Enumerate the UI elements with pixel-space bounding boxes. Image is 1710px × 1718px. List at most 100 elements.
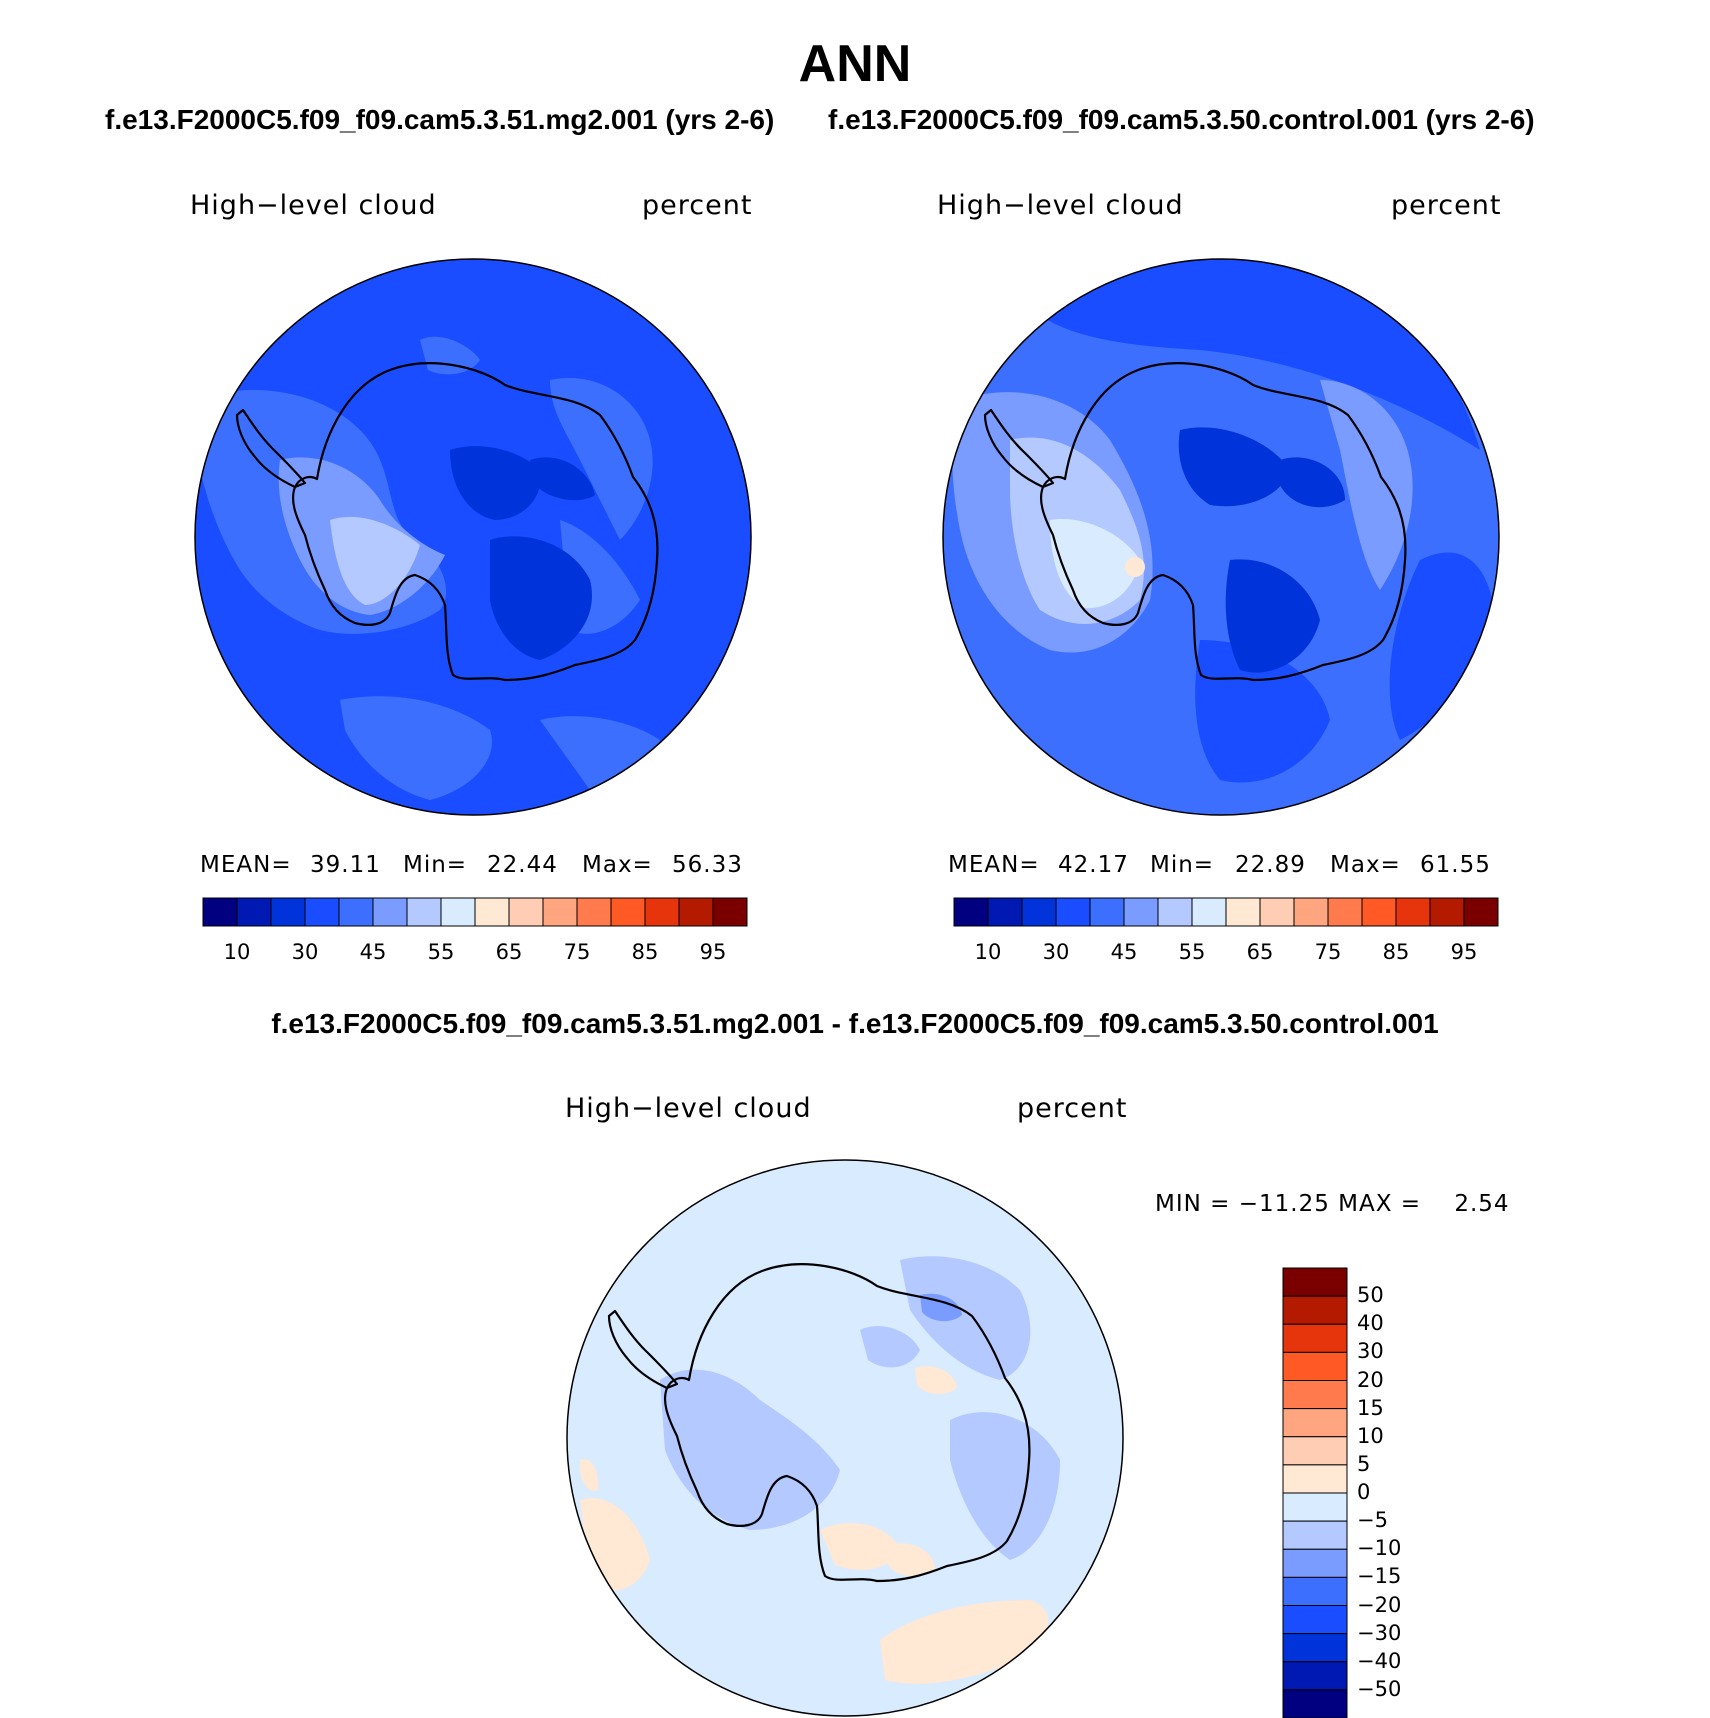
panel-2-colorbar-box	[1327, 897, 1363, 927]
panel-2-units: percent	[1391, 190, 1502, 221]
panel-1-mean-value: 39.11	[310, 852, 381, 878]
panel-2-max-value: 61.55	[1420, 852, 1491, 878]
panel-2-colorbar-tick-label: 65	[1246, 940, 1274, 964]
panel-1-colorbar-box	[644, 897, 680, 927]
panel-1-colorbar-tick-label: 45	[359, 940, 387, 964]
panel-2-colorbar-box	[1395, 897, 1431, 927]
difference-title: f.e13.F2000C5.f09_f09.cam5.3.51.mg2.001 …	[271, 1008, 1439, 1039]
panel-2-colorbar-box	[1429, 897, 1465, 927]
difference-colorbar-box	[1282, 1661, 1348, 1691]
difference-map	[566, 1159, 1124, 1717]
difference-colorbar-tick-label: 50	[1357, 1283, 1384, 1308]
panel-2-colorbar-tick-label: 10	[974, 940, 1002, 964]
panel-2-map	[942, 258, 1500, 816]
panel-2-colorbar-box	[987, 897, 1023, 927]
panel-1-colorbar-box	[406, 897, 442, 927]
panel-1-min-value: 22.44	[487, 852, 558, 878]
difference-colorbar-tick-label: −50	[1357, 1676, 1402, 1701]
difference-colorbar-box	[1282, 1267, 1348, 1297]
panel-2-colorbar-box	[1293, 897, 1329, 927]
difference-colorbar-box	[1282, 1408, 1348, 1438]
panel-1-max-label: Max=	[582, 852, 653, 878]
difference-colorbar-tick-label: −5	[1357, 1508, 1388, 1533]
panel-2-variable: High−level cloud	[937, 190, 1184, 221]
panel-1-colorbar-box	[474, 897, 510, 927]
panel-1-colorbar-tick-label: 95	[699, 940, 727, 964]
difference-colorbar-box	[1282, 1689, 1348, 1718]
difference-colorbar-box	[1282, 1351, 1348, 1381]
difference-colorbar-tick-label: 30	[1357, 1339, 1384, 1364]
panel-2-colorbar-box	[1157, 897, 1193, 927]
panel-2-colorbar-box	[953, 897, 989, 927]
difference-colorbar-box	[1282, 1633, 1348, 1663]
panel-1-case-title: f.e13.F2000C5.f09_f09.cam5.3.51.mg2.001 …	[105, 104, 775, 135]
panel-2-colorbar-box	[1259, 897, 1295, 927]
difference-colorbar-tick-label: 40	[1357, 1311, 1384, 1336]
difference-colorbar-box	[1282, 1576, 1348, 1606]
difference-colorbar-tick-label: −40	[1357, 1648, 1402, 1673]
panel-1-map	[194, 258, 752, 816]
difference-colorbar-tick-label: −20	[1357, 1592, 1402, 1617]
panel-2-colorbar-box	[1463, 897, 1499, 927]
panel-1-colorbar-box	[508, 897, 544, 927]
panel-2-colorbar-box	[1191, 897, 1227, 927]
difference-colorbar-box	[1282, 1436, 1348, 1466]
panel-1-colorbar-box	[304, 897, 340, 927]
difference-colorbar-tick-label: 0	[1357, 1480, 1371, 1504]
difference-colorbar-tick-label: −15	[1357, 1564, 1402, 1589]
panel-1-min-label: Min=	[403, 852, 468, 878]
panel-1-variable: High−level cloud	[190, 190, 437, 221]
panel-1-colorbar-box	[338, 897, 374, 927]
panel-1-colorbar-box	[678, 897, 714, 927]
panel-2-colorbar-box	[1055, 897, 1091, 927]
difference-colorbar-box	[1282, 1492, 1348, 1522]
panel-2-colorbar-box	[1021, 897, 1057, 927]
panel-2-case-title: f.e13.F2000C5.f09_f09.cam5.3.50.control.…	[828, 104, 1535, 135]
panel-1-colorbar-box	[270, 897, 306, 927]
panel-1-colorbar	[202, 897, 748, 927]
difference-colorbar-box	[1282, 1520, 1348, 1550]
panel-1-colorbar-tick-label: 85	[631, 940, 659, 964]
panel-1-mean-label: MEAN=	[200, 852, 292, 878]
difference-colorbar-box	[1282, 1548, 1348, 1578]
main-title: ANN	[798, 35, 912, 93]
difference-colorbar	[1282, 1267, 1348, 1718]
panel-2-colorbar-tick-label: 85	[1382, 940, 1410, 964]
difference-colorbar-tick-label: 15	[1357, 1395, 1384, 1420]
panel-2-colorbar-tick-label: 30	[1042, 940, 1070, 964]
panel-2-min-value: 22.89	[1235, 852, 1306, 878]
difference-colorbar-box	[1282, 1464, 1348, 1494]
difference-colorbar-box	[1282, 1605, 1348, 1635]
panel-2-max-label: Max=	[1330, 852, 1401, 878]
panel-2-colorbar-box	[1089, 897, 1125, 927]
panel-2-colorbar-box	[1225, 897, 1261, 927]
panel-1-max-value: 56.33	[672, 852, 743, 878]
panel-2-colorbar-tick-label: 45	[1110, 940, 1138, 964]
panel-2-colorbar-box	[1361, 897, 1397, 927]
panel-2-colorbar-tick-label: 95	[1450, 940, 1478, 964]
difference-variable: High−level cloud	[565, 1093, 812, 1124]
panel-1-colorbar-box	[610, 897, 646, 927]
panel-2-colorbar	[953, 897, 1499, 927]
difference-colorbar-tick-label: 20	[1357, 1367, 1384, 1392]
panel-1-colorbar-box	[712, 897, 748, 927]
difference-colorbar-tick-label: 5	[1357, 1451, 1371, 1476]
panel-2-colorbar-tick-label: 55	[1178, 940, 1206, 964]
difference-colorbar-box	[1282, 1295, 1348, 1325]
panel-1-colorbar-box	[372, 897, 408, 927]
panel-1-colorbar-box	[542, 897, 578, 927]
panel-1-units: percent	[642, 190, 753, 221]
panel-2-min-label: Min=	[1150, 852, 1215, 878]
difference-colorbar-tick-label: −30	[1357, 1620, 1402, 1645]
difference-minmax: MIN = −11.25 MAX = 2.54	[1155, 1191, 1510, 1217]
panel-1-colorbar-tick-label: 55	[427, 940, 455, 964]
panel-1-colorbar-tick-label: 65	[495, 940, 523, 964]
difference-colorbar-box	[1282, 1380, 1348, 1410]
panel-2-colorbar-box	[1123, 897, 1159, 927]
panel-2-colorbar-tick-label: 75	[1314, 940, 1342, 964]
difference-colorbar-tick-label: −10	[1357, 1536, 1402, 1561]
difference-colorbar-box	[1282, 1323, 1348, 1353]
panel-1-colorbar-tick-label: 75	[563, 940, 591, 964]
panel-1-colorbar-tick-label: 10	[223, 940, 251, 964]
